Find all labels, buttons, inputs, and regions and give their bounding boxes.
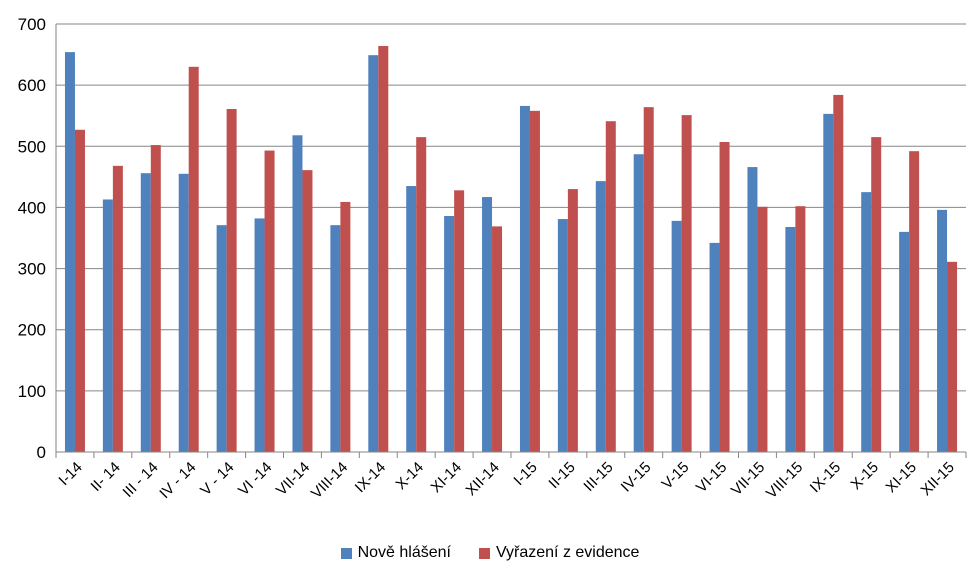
bar-series-1 xyxy=(899,231,910,452)
x-tick-label: III-15 xyxy=(580,459,616,495)
x-tick-label: VIII-15 xyxy=(763,459,806,502)
legend-item-series-1: Nově hlášení xyxy=(340,544,451,562)
bar-series-2 xyxy=(492,226,503,452)
legend-swatch-series-2 xyxy=(478,547,490,559)
legend-item-series-2: Vyřazení z evidence xyxy=(478,544,640,562)
bar-series-2 xyxy=(264,150,275,452)
x-tick-label: I-14 xyxy=(55,459,85,489)
y-tick-label: 0 xyxy=(37,443,46,462)
bar-series-2 xyxy=(188,66,199,453)
x-tick-label: V-15 xyxy=(659,459,693,493)
bar-series-2 xyxy=(74,129,85,452)
bar-series-2 xyxy=(454,190,465,452)
x-tick-label: IV - 14 xyxy=(156,459,199,502)
y-tick-label: 400 xyxy=(18,198,46,217)
y-tick-label: 300 xyxy=(18,260,46,279)
bar-series-1 xyxy=(444,215,455,452)
x-tick-label: XII-14 xyxy=(463,459,503,499)
x-tick-label: IV-15 xyxy=(618,459,655,496)
bar-series-2 xyxy=(567,189,578,453)
bar-series-2 xyxy=(833,94,844,452)
x-tick-label: IX-15 xyxy=(807,459,844,496)
x-tick-label: XI-14 xyxy=(428,459,465,496)
x-tick-label: I-15 xyxy=(510,459,540,489)
bar-series-1 xyxy=(557,219,568,452)
bar-series-1 xyxy=(140,173,151,452)
bar-series-2 xyxy=(529,110,540,452)
bar-series-2 xyxy=(871,137,882,452)
bar-series-2 xyxy=(340,201,351,452)
legend: Nově hlášení Vyřazení z evidence xyxy=(0,544,980,562)
bar-series-2 xyxy=(909,151,920,453)
bar-series-1 xyxy=(406,186,417,452)
bar-series-2 xyxy=(719,142,730,452)
bar-series-1 xyxy=(823,113,834,452)
y-tick-label: 500 xyxy=(18,137,46,156)
bar-series-2 xyxy=(947,261,958,452)
bar-series-2 xyxy=(226,108,237,452)
x-tick-label: V - 14 xyxy=(197,459,237,499)
bar-series-1 xyxy=(519,105,530,452)
bar-series-2 xyxy=(150,145,161,452)
bar-series-1 xyxy=(861,192,872,452)
x-tick-label: XI-15 xyxy=(883,459,920,496)
bar-series-2 xyxy=(302,170,313,453)
bar-series-2 xyxy=(681,115,692,453)
x-tick-label: IX-14 xyxy=(352,459,389,496)
bar-series-1 xyxy=(292,135,303,452)
bar-series-2 xyxy=(605,121,616,453)
x-tick-label: II- 14 xyxy=(88,459,124,495)
bar-series-1 xyxy=(785,226,796,452)
bar-series-2 xyxy=(416,137,427,452)
bar-series-1 xyxy=(178,173,189,453)
x-tick-label: XII-15 xyxy=(918,459,958,499)
bar-series-1 xyxy=(330,225,341,452)
x-tick-label: VI-15 xyxy=(693,459,730,496)
legend-swatch-series-1 xyxy=(340,547,352,559)
y-tick-label: 100 xyxy=(18,382,46,401)
bar-series-2 xyxy=(757,206,768,452)
bar-series-1 xyxy=(747,167,758,452)
x-tick-label: X-14 xyxy=(393,459,427,493)
x-tick-label: VII-14 xyxy=(273,459,313,499)
x-tick-label: X-15 xyxy=(848,459,882,493)
y-tick-label: 700 xyxy=(18,15,46,34)
bar-series-1 xyxy=(633,154,644,452)
bar-series-1 xyxy=(482,197,493,452)
legend-label-series-2: Vyřazení z evidence xyxy=(495,544,640,561)
x-tick-label: VIII-14 xyxy=(308,459,351,502)
x-tick-label: II-15 xyxy=(545,459,578,492)
bar-series-1 xyxy=(709,242,720,452)
x-tick-label: III - 14 xyxy=(120,459,162,501)
legend-label-series-1: Nově hlášení xyxy=(357,544,451,561)
bar-series-1 xyxy=(254,218,265,452)
bar-series-1 xyxy=(368,55,379,452)
bar-series-2 xyxy=(112,165,123,452)
x-tick-label: VI -14 xyxy=(235,459,275,499)
y-tick-label: 600 xyxy=(18,76,46,95)
x-tick-label: VII-15 xyxy=(728,459,768,499)
bar-series-2 xyxy=(795,206,806,452)
bar-series-1 xyxy=(216,225,227,452)
bar-series-1 xyxy=(937,209,948,452)
bar-series-1 xyxy=(64,52,75,453)
bar-series-1 xyxy=(102,199,113,452)
y-tick-label: 200 xyxy=(18,321,46,340)
bar-series-1 xyxy=(595,181,606,452)
bar-series-2 xyxy=(643,107,654,452)
bar-series-1 xyxy=(671,220,682,452)
bar-series-2 xyxy=(378,46,389,453)
